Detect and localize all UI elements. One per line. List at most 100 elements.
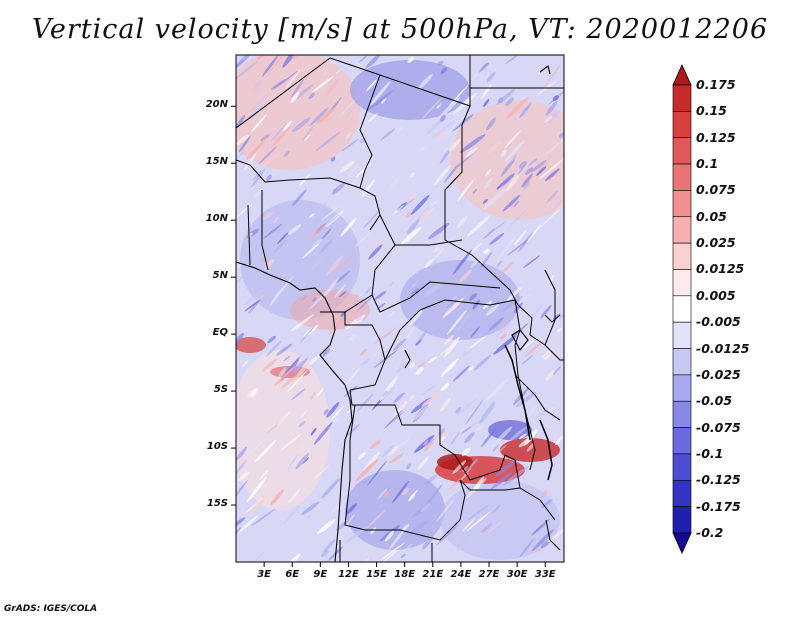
field-texture-streak [539,158,564,179]
field-texture-streak [422,535,434,550]
field-texture-streak [408,394,415,402]
field-texture-streak [507,238,529,256]
field-texture-streak [540,490,548,499]
lat-tick-label: EQ [212,327,228,339]
field-texture-streak [500,155,517,177]
field-texture-streak [308,222,329,240]
field-texture-streak [367,460,387,486]
field-texture-streak [259,469,269,480]
field-texture-streak [450,432,460,445]
field-texture-streak [341,138,359,152]
field-texture-streak [251,168,266,188]
field-texture-streak [262,230,269,237]
field-texture-streak [252,169,263,181]
field-texture-streak [411,287,420,296]
field-texture-streak [427,222,450,240]
field-texture-streak [413,207,429,225]
field-texture-streak [357,452,366,460]
field-texture-streak [448,138,462,152]
field-texture-streak [505,139,526,162]
field-texture-streak [420,503,431,513]
field-texture-streak [308,92,315,100]
field-texture-streak [345,503,358,515]
field-texture-streak [436,524,459,545]
field-texture-streak [269,286,284,307]
field-texture-streak [309,213,315,218]
lat-tick-label: 10S [206,441,228,453]
colorbar-label: -0.05 [696,393,733,409]
colorbar-label: -0.075 [696,419,741,435]
field-texture-streak [236,55,255,69]
field-texture-streak [363,207,382,229]
field-texture-streak [304,134,311,141]
field-texture-streak [261,150,282,168]
field-texture-streak [457,179,474,202]
field-texture-streak [446,309,467,336]
lake-malawi [539,419,553,481]
field-texture-streak [273,217,279,224]
field-texture-streak [335,519,350,531]
field-texture-streak [462,517,476,532]
colorbar-segment [672,453,692,481]
field-texture-streak [339,160,355,173]
field-texture-streak [535,315,542,321]
field-texture-streak [424,484,443,508]
field-texture-streak [313,421,333,445]
field-texture-streak [456,311,472,332]
field-texture-streak [251,80,262,94]
field-texture-streak [452,295,457,301]
field-texture-streak [361,358,371,366]
colorbar-segment [672,242,692,270]
field-texture-streak [243,437,267,460]
field-texture-streak [273,240,287,254]
field-texture-streak [312,76,334,93]
field-texture-streak [363,451,381,472]
field-texture-streak [411,282,417,288]
field-texture-streak [288,488,301,503]
field-texture-streak [309,107,329,126]
field-texture-streak [548,109,561,123]
field-texture-streak [438,339,459,357]
field-texture-streak [276,343,293,356]
field-texture-streak [467,216,490,237]
field-texture-streak [238,515,259,534]
field-texture-streak [380,549,399,562]
field-texture-streak [251,387,258,397]
field-texture-streak [326,402,340,418]
field-texture-streak [260,256,268,263]
field-texture-streak [236,114,246,127]
field-texture-streak [476,424,485,431]
field-texture-streak [458,269,473,283]
field-texture-streak [544,116,553,123]
field-texture-streak [270,79,286,90]
field-texture-streak [301,243,320,259]
field-texture-streak [389,281,394,287]
field-texture-streak [534,154,553,177]
field-texture-streak [518,162,528,175]
border-drc-angola-zambia [349,389,521,489]
field-texture-streak [236,526,242,538]
field-texture-streak [355,231,372,247]
field-texture-streak [496,88,516,106]
field-texture-streak [276,232,289,245]
field-texture-streak [521,354,534,365]
field-texture-streak [523,340,545,358]
field-texture-streak [553,200,564,216]
colorbar-segment [672,479,692,507]
colorbar-segment [672,163,692,191]
field-texture-streak [472,476,485,492]
field-texture-streak [437,60,444,66]
field-texture-streak [525,403,538,421]
field-texture-streak [459,134,486,153]
field-texture-streak [392,205,404,215]
field-texture-streak [420,384,437,396]
field-texture-streak [370,81,391,106]
field-texture-streak [290,360,304,375]
field-texture-streak [406,193,417,205]
field-texture-streak [250,508,276,527]
field-texture-streak [452,460,467,474]
field-texture-streak [546,190,559,204]
colorbar-segment [672,269,692,297]
lon-tick-label: 27E [478,569,500,580]
field-texture-streak [470,64,484,83]
